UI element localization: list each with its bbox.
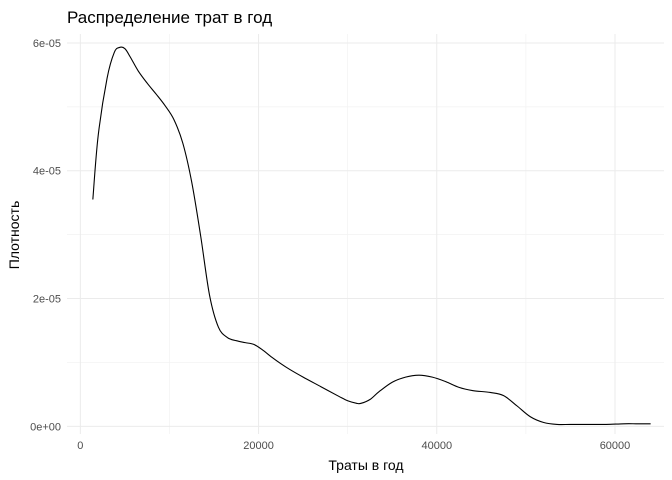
y-tick-label-0: 0e+00 [30,421,61,433]
density-line-layer [92,46,651,426]
tick-labels: 0 20000 40000 60000 0e+00 2e-05 4e-05 6e-05 [30,38,630,452]
x-tick-label-3: 60000 [600,440,631,452]
x-tick-label-0: 0 [77,440,83,452]
density-curve-0 [92,46,651,426]
x-axis-title: Траты в год [328,457,403,473]
y-axis-title: Плотность [6,201,22,270]
x-tick-label-1: 20000 [243,440,274,452]
y-tick-label-2: 4e-05 [33,166,61,178]
y-tick-label-1: 2e-05 [33,294,61,306]
chart-title: Распределение трат в год [67,8,272,27]
y-tick-label-3: 6e-05 [33,38,61,50]
x-tick-label-2: 40000 [421,440,452,452]
